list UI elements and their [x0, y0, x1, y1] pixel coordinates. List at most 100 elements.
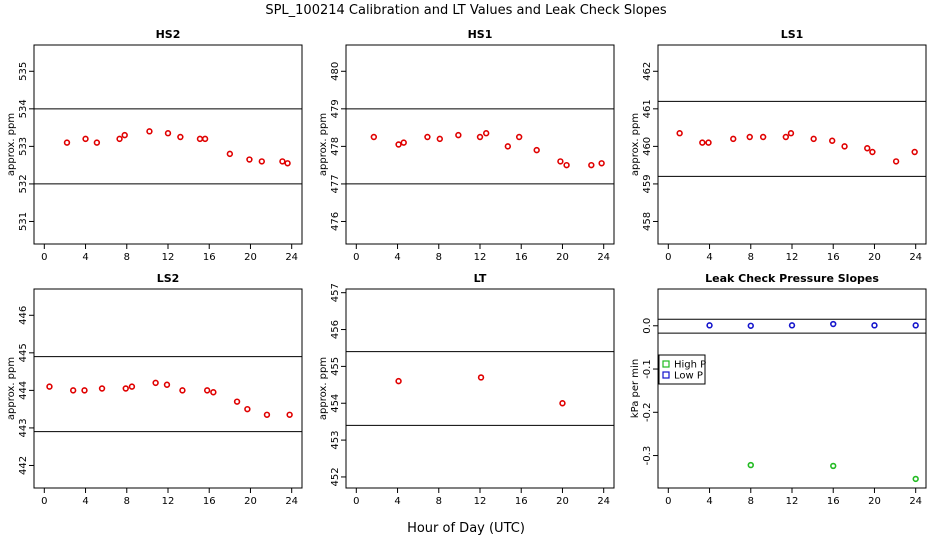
panel-hs2: HS2 0 4 8 12 16 20 24 531 532 533 534 535 approx. ppm: [6, 28, 303, 263]
panel-title: LT: [474, 272, 487, 285]
data-point: [370, 133, 378, 141]
data-point: [258, 158, 265, 165]
plot-frame: [345, 44, 615, 245]
data-point: [201, 135, 209, 143]
data-point: [146, 128, 153, 135]
x-tick-label: 20: [868, 496, 881, 507]
y-tick-label: -0.3: [642, 446, 653, 466]
panel-title: LS2: [157, 272, 180, 285]
data-point: [286, 411, 293, 418]
x-tick-label: 8: [436, 252, 442, 263]
data-point: [869, 148, 876, 156]
y-tick-label: 454: [330, 394, 341, 413]
data-point: [436, 135, 443, 143]
y-axis-label: approx. ppm: [630, 113, 641, 176]
x-tick-label: 4: [82, 252, 88, 263]
x-tick-label: 20: [244, 496, 257, 507]
y-tick-label: 457: [330, 283, 341, 302]
x-tick-label: 16: [203, 252, 216, 263]
data-point: [504, 143, 512, 150]
y-axis-label: approx. ppm: [318, 357, 329, 420]
y-tick-label: 480: [330, 62, 341, 81]
x-tick-label: 24: [285, 496, 298, 507]
data-point: [598, 160, 605, 167]
y-tick-label: 452: [330, 467, 341, 486]
y-tick-label: 533: [18, 137, 29, 156]
low-p-point: [706, 322, 713, 329]
data-point: [81, 387, 88, 394]
x-tick-label: 8: [124, 496, 130, 507]
x-tick-label: 4: [706, 252, 712, 263]
data-point: [246, 156, 253, 163]
x-tick-label: 0: [41, 496, 47, 507]
plot-frame: [33, 44, 303, 245]
data-point: [179, 387, 186, 394]
data-point: [177, 133, 184, 141]
data-point: [515, 133, 523, 141]
data-point: [828, 137, 836, 144]
plot-frame: [345, 288, 615, 489]
panel-hs1: HS1 0 4 8 12 16 20 24 476 477 478 479 480 approx. ppm: [318, 28, 615, 263]
x-tick-label: 0: [353, 252, 359, 263]
data-point: [841, 143, 848, 150]
data-point: [563, 161, 570, 169]
low-p-point: [788, 322, 796, 329]
y-axis-label: approx. ppm: [6, 113, 17, 176]
y-tick-label: 532: [18, 174, 29, 193]
data-point: [810, 135, 817, 143]
x-tick-label: 8: [748, 252, 754, 263]
high-p-point: [912, 475, 919, 483]
x-tick-label: 0: [665, 252, 671, 263]
figure-title: SPL_100214 Calibration and LT Values and…: [265, 3, 667, 18]
data-point: [46, 383, 53, 390]
data-point: [284, 160, 291, 167]
data-point: [263, 411, 271, 418]
y-axis-label: kPa per min: [630, 359, 641, 418]
data-point: [476, 133, 484, 141]
x-tick-label: 12: [786, 496, 799, 507]
high-p-point: [830, 462, 837, 470]
data-point: [559, 400, 566, 407]
low-p-point: [871, 322, 878, 329]
x-tick-label: 12: [474, 252, 487, 263]
data-point: [128, 383, 136, 390]
data-point: [164, 130, 172, 137]
data-point: [746, 133, 753, 141]
x-tick-label: 16: [827, 252, 840, 263]
y-tick-label: -0.2: [642, 403, 653, 423]
y-tick-label: 531: [18, 212, 29, 231]
data-point: [395, 141, 402, 148]
y-tick-label: 535: [18, 62, 29, 81]
data-point: [759, 133, 767, 141]
x-tick-label: 20: [244, 252, 257, 263]
data-point: [787, 130, 795, 137]
y-tick-label: 444: [18, 381, 29, 400]
y-tick-label: 453: [330, 431, 341, 450]
panel-title: LS1: [781, 28, 804, 41]
data-point: [203, 387, 211, 394]
data-point: [69, 387, 77, 394]
data-point: [226, 150, 234, 158]
y-tick-label: 456: [330, 320, 341, 339]
x-tick-label: 16: [515, 252, 528, 263]
panel-title: Leak Check Pressure Slopes: [705, 272, 879, 285]
x-tick-label: 4: [394, 496, 400, 507]
x-tick-label: 16: [827, 496, 840, 507]
data-point: [244, 405, 251, 413]
data-point: [911, 148, 918, 156]
data-point: [533, 146, 540, 154]
data-point: [892, 158, 900, 165]
x-tick-label: 20: [556, 252, 569, 263]
x-tick-label: 0: [41, 252, 47, 263]
data-point: [279, 158, 286, 165]
data-point: [93, 139, 101, 146]
data-point: [699, 139, 706, 146]
y-tick-label: 442: [18, 456, 29, 475]
data-point: [82, 135, 89, 143]
x-tick-label: 20: [868, 252, 881, 263]
x-tick-label: 0: [353, 496, 359, 507]
y-tick-label: 458: [642, 212, 653, 231]
data-point: [122, 385, 129, 392]
x-tick-label: 0: [665, 496, 671, 507]
